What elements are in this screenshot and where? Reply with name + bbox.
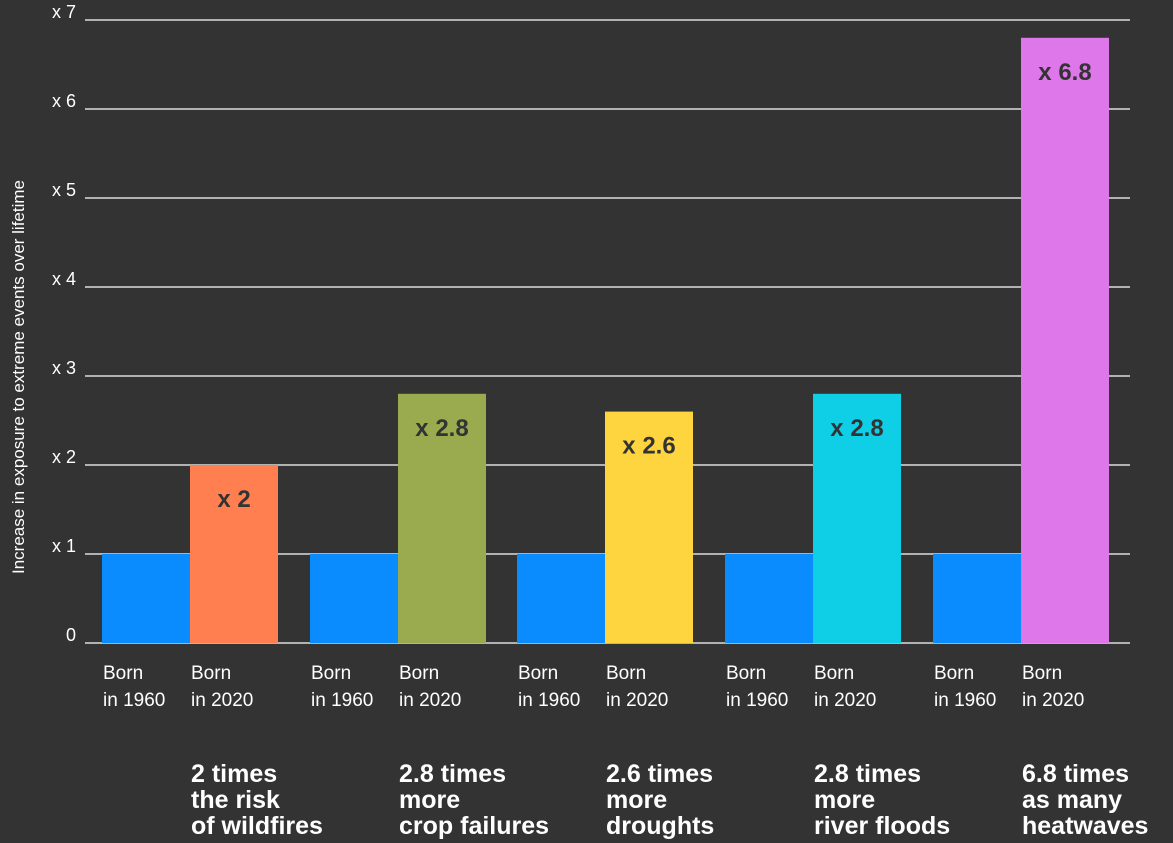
summary-label-line: more <box>606 786 667 814</box>
category-label: Born in 1960 <box>518 663 580 711</box>
summary-label: 6.8 times as many heatwaves <box>1022 760 1148 840</box>
category-label-line: in 1960 <box>518 690 580 711</box>
summary-label-line: 6.8 times <box>1022 760 1129 788</box>
category-label-line: in 2020 <box>191 690 253 711</box>
category-labels: Born in 1960 Born in 2020 Born in 1960 Born in … <box>103 663 1084 711</box>
summary-label-line: 2.6 times <box>606 760 713 788</box>
y-tick-label: x 7 <box>52 2 76 22</box>
y-tick-label: x 3 <box>52 358 76 378</box>
bar-born-2020 <box>1021 37 1109 644</box>
category-label-line: Born <box>399 663 439 684</box>
bar-data-label: x 2 <box>217 486 250 513</box>
category-label-line: in 1960 <box>311 690 373 711</box>
category-label-line: Born <box>518 663 558 684</box>
bar-born-1960 <box>933 554 1021 643</box>
bar-data-label: x 2.6 <box>622 433 675 460</box>
summary-label-line: droughts <box>606 812 714 840</box>
y-axis-label: Increase in exposure to extreme events o… <box>9 180 28 574</box>
bar-born-1960 <box>102 554 190 643</box>
bar-data-label: x 6.8 <box>1038 59 1091 86</box>
summary-label-line: as many <box>1022 786 1122 814</box>
category-label-line: Born <box>1022 663 1062 684</box>
category-label: Born in 2020 <box>191 663 253 711</box>
bar-data-label: x 2.8 <box>830 415 883 442</box>
y-tick-label: 0 <box>66 625 76 645</box>
y-axis-ticks: 0 x 1 x 2 x 3 x 4 x 5 x 6 x 7 <box>52 2 76 645</box>
bar-born-1960 <box>725 554 813 643</box>
summary-label-line: the risk <box>191 786 280 814</box>
summary-label: 2.6 times more droughts <box>606 760 714 840</box>
bar-born-2020 <box>605 411 693 643</box>
category-label-line: in 1960 <box>103 690 165 711</box>
category-label: Born in 2020 <box>1022 663 1084 711</box>
bar-born-1960 <box>517 554 605 643</box>
bar-born-1960 <box>310 554 398 643</box>
bar-born-2020 <box>398 393 486 643</box>
summary-label: 2 times the risk of wildfires <box>191 760 323 840</box>
summary-label-line: more <box>399 786 460 814</box>
category-label-line: Born <box>191 663 231 684</box>
category-label: Born in 1960 <box>103 663 165 711</box>
y-tick-label: x 2 <box>52 447 76 467</box>
category-label-line: in 1960 <box>726 690 788 711</box>
bar-data-label: x 2.8 <box>415 415 468 442</box>
summary-label-line: of wildfires <box>191 812 323 840</box>
y-tick-label: x 5 <box>52 180 76 200</box>
y-tick-label: x 1 <box>52 536 76 556</box>
category-label-line: in 2020 <box>1022 690 1084 711</box>
summary-label-line: 2.8 times <box>814 760 921 788</box>
category-label-line: Born <box>814 663 854 684</box>
summary-label: 2.8 times more crop failures <box>399 760 549 840</box>
category-label-line: in 1960 <box>934 690 996 711</box>
category-label-line: in 2020 <box>399 690 461 711</box>
bar-data-labels: x 2 x 2.8 x 2.6 x 2.8 x 6.8 <box>217 59 1091 513</box>
category-label: Born in 2020 <box>606 663 668 711</box>
category-label-line: in 2020 <box>814 690 876 711</box>
summary-label-line: more <box>814 786 875 814</box>
category-label: Born in 2020 <box>399 663 461 711</box>
category-label-line: Born <box>311 663 351 684</box>
category-label: Born in 1960 <box>311 663 373 711</box>
category-label-line: Born <box>934 663 974 684</box>
summary-label-line: 2.8 times <box>399 760 506 788</box>
bar-born-2020 <box>813 393 901 643</box>
bar-born-2020 <box>190 465 278 643</box>
category-label-line: Born <box>606 663 646 684</box>
category-label: Born in 1960 <box>726 663 788 711</box>
category-label-line: Born <box>103 663 143 684</box>
category-label-line: in 2020 <box>606 690 668 711</box>
summary-label: 2.8 times more river floods <box>814 760 950 840</box>
category-label-line: Born <box>726 663 766 684</box>
y-tick-label: x 6 <box>52 91 76 111</box>
summary-label-line: heatwaves <box>1022 812 1148 840</box>
summary-label-line: crop failures <box>399 812 549 840</box>
summary-label-line: river floods <box>814 812 950 840</box>
y-tick-label: x 4 <box>52 269 76 289</box>
bars <box>102 37 1109 644</box>
category-label: Born in 2020 <box>814 663 876 711</box>
summary-label-line: 2 times <box>191 760 277 788</box>
category-label: Born in 1960 <box>934 663 996 711</box>
